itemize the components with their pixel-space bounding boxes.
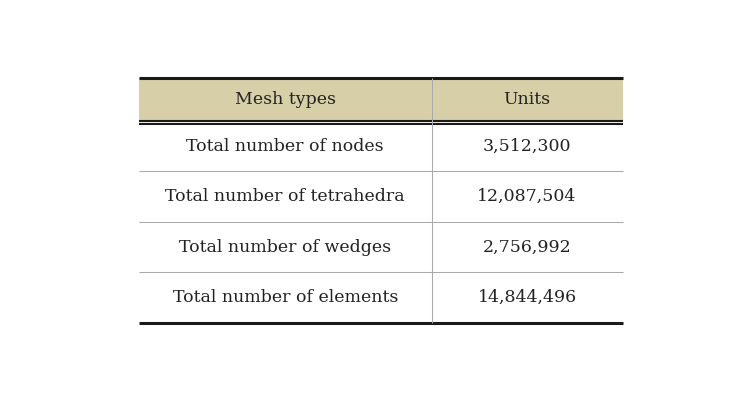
Bar bbox=[139, 121, 623, 172]
Bar bbox=[139, 272, 623, 323]
Bar bbox=[139, 222, 623, 272]
Text: 12,087,504: 12,087,504 bbox=[478, 188, 577, 205]
Text: Total number of wedges: Total number of wedges bbox=[179, 239, 392, 256]
Text: 2,756,992: 2,756,992 bbox=[483, 239, 571, 256]
Text: Total number of nodes: Total number of nodes bbox=[186, 138, 384, 155]
Bar bbox=[139, 172, 623, 222]
Text: 3,512,300: 3,512,300 bbox=[483, 138, 571, 155]
Text: Total number of elements: Total number of elements bbox=[172, 289, 398, 306]
Text: Total number of tetrahedra: Total number of tetrahedra bbox=[166, 188, 405, 205]
Text: Mesh types: Mesh types bbox=[235, 91, 336, 108]
Text: 14,844,496: 14,844,496 bbox=[478, 289, 577, 306]
Text: Units: Units bbox=[504, 91, 551, 108]
Bar bbox=[139, 78, 623, 121]
